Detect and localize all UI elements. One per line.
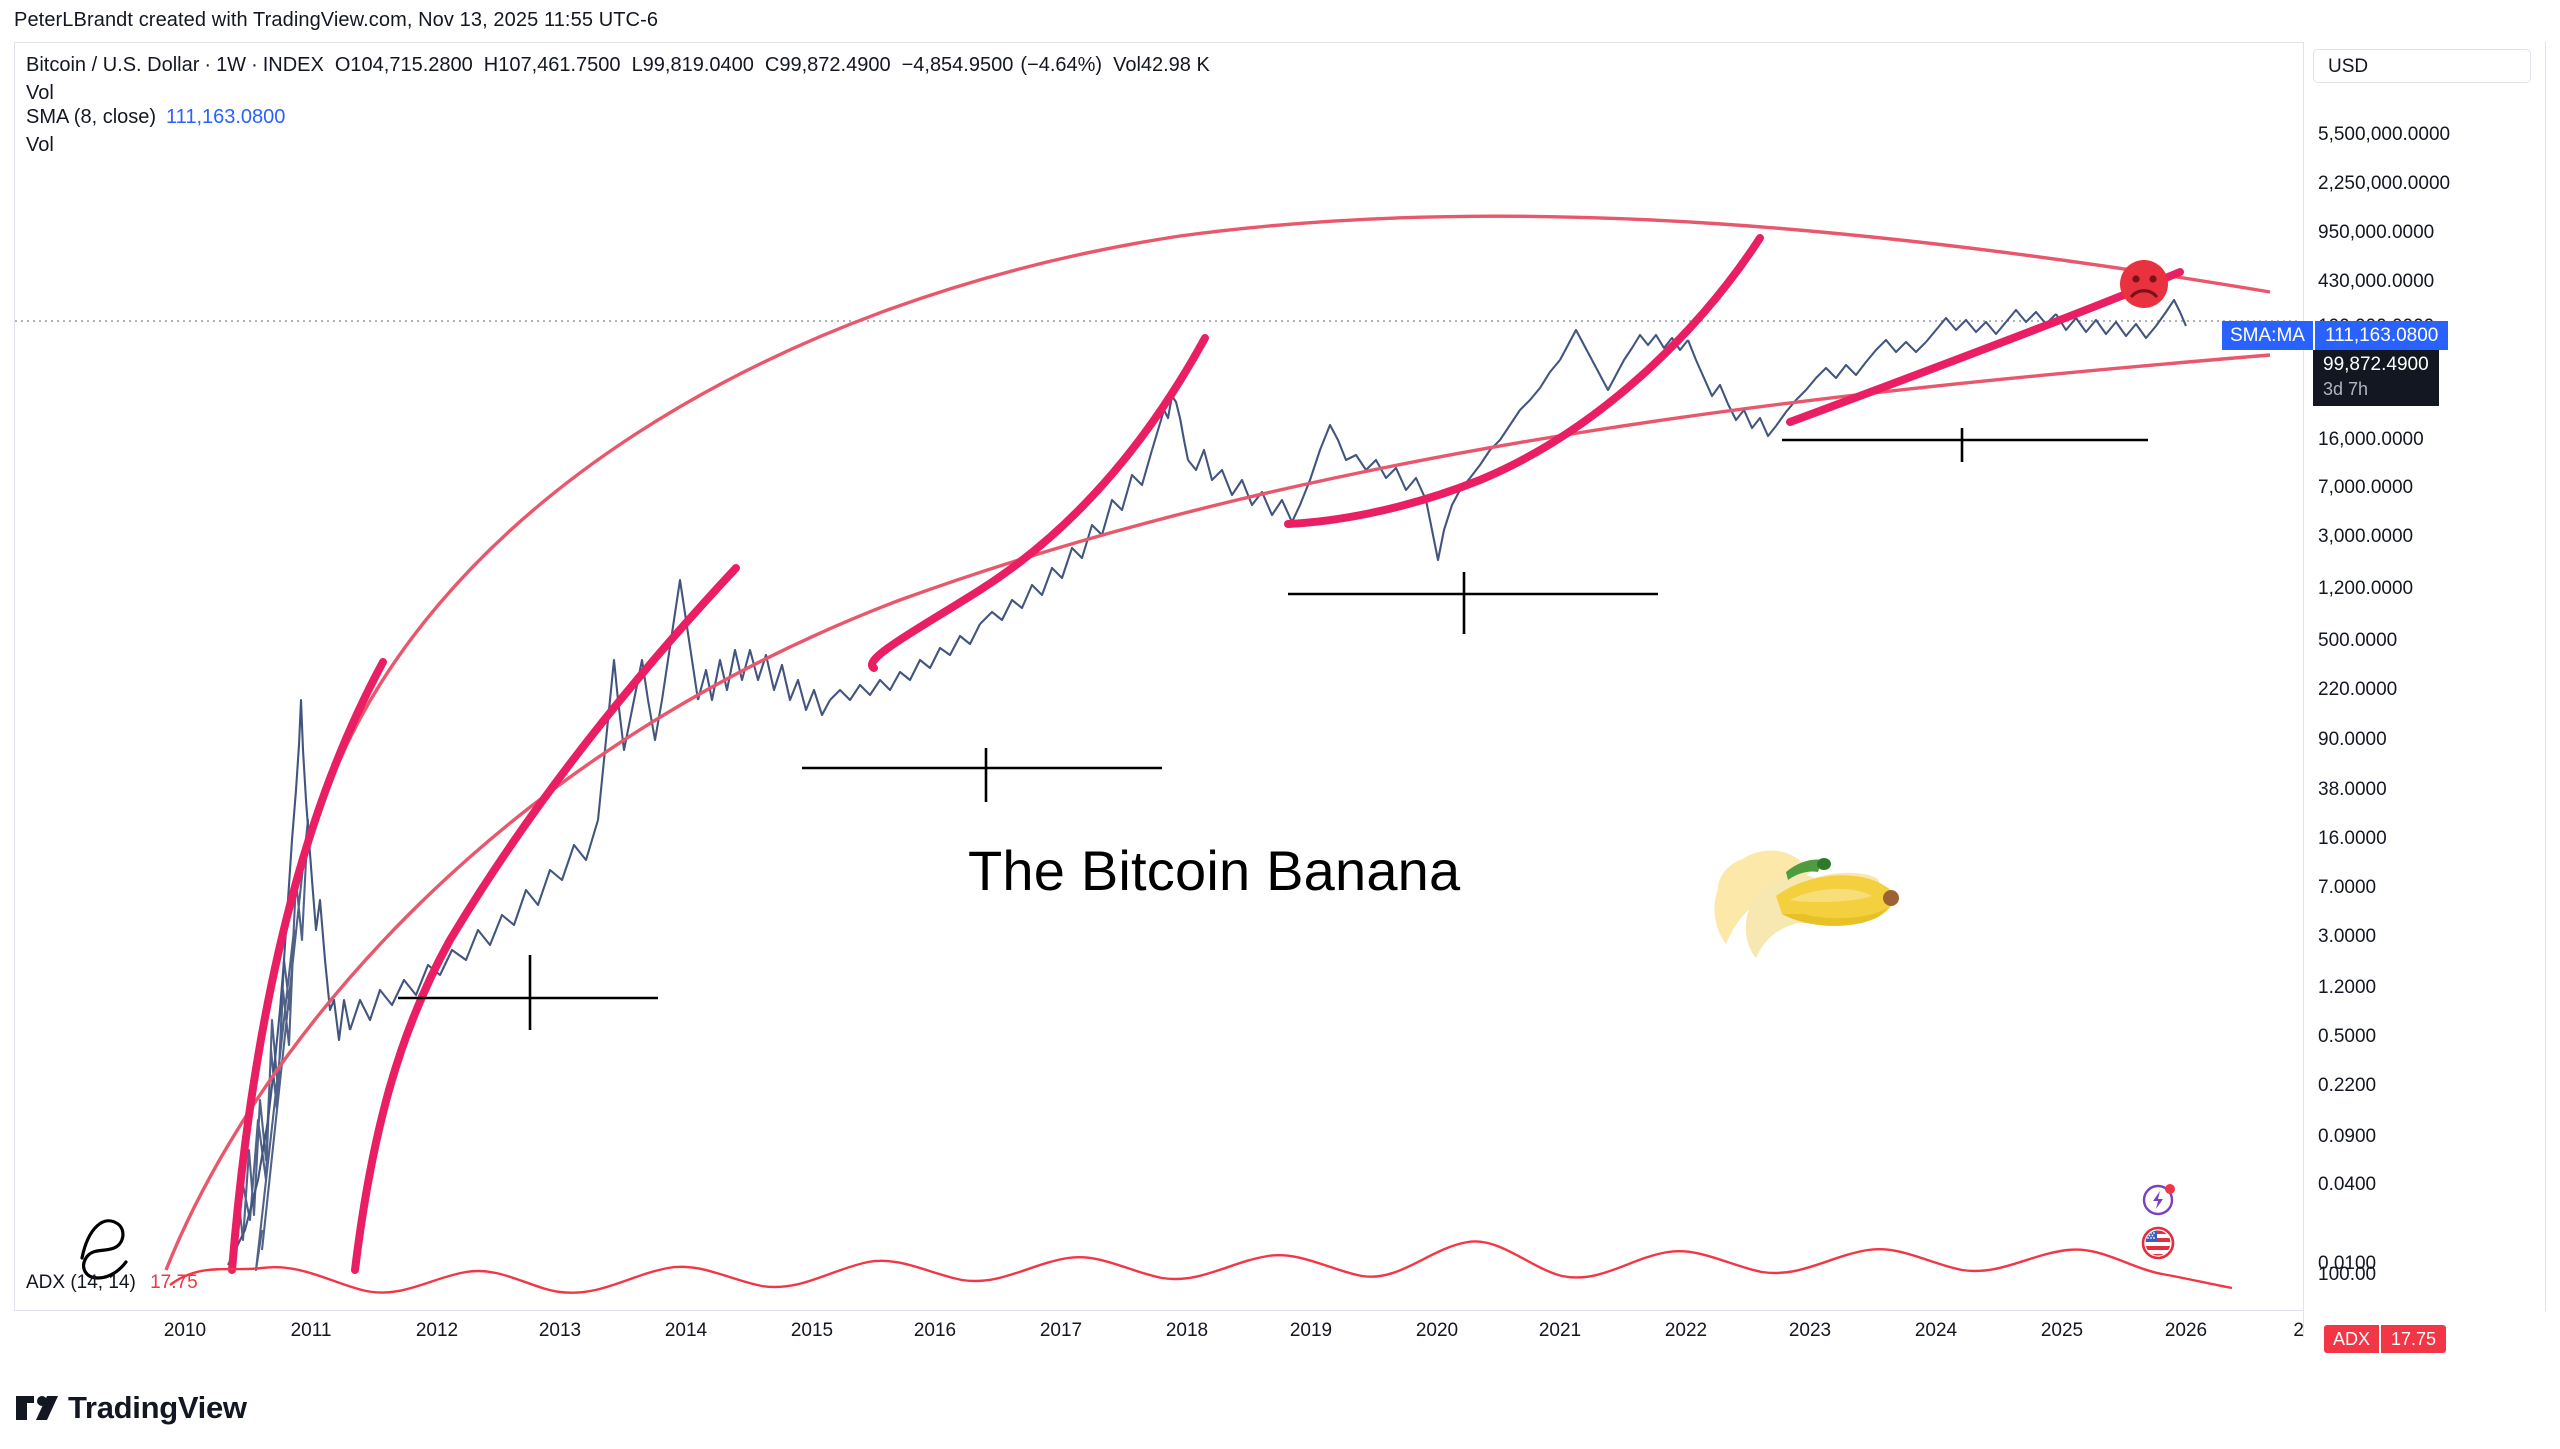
us-flag-icon[interactable] <box>2140 1224 2178 1262</box>
adx-label-text: ADX (14, 14) <box>26 1272 136 1293</box>
price-tick: 16.0000 <box>2318 828 2387 849</box>
legend-high: H107,461.7500 <box>483 54 621 76</box>
chart-legend: Bitcoin / U.S. Dollar · 1W · INDEX O104,… <box>26 54 1210 158</box>
adx-badge-value: 17.75 <box>2381 1325 2447 1353</box>
time-tick: 2010 <box>163 1320 207 1341</box>
price-tick: 90.0000 <box>2318 729 2387 750</box>
price-tick: 430,000.0000 <box>2318 271 2435 292</box>
time-tick: 2013 <box>538 1320 582 1341</box>
last-price-value: 99,872.4900 <box>2323 354 2429 375</box>
legend-sma-label[interactable]: SMA (8, close) <box>26 106 157 128</box>
bar-countdown: 3d 7h <box>2323 379 2369 399</box>
price-tick: 3,000.0000 <box>2318 526 2414 547</box>
price-tick: 950,000.0000 <box>2318 222 2435 243</box>
price-tick: 3.0000 <box>2318 926 2377 947</box>
price-tick: 1,200.0000 <box>2318 578 2414 599</box>
time-tick: 2019 <box>1289 1320 1333 1341</box>
time-tick: 2011 <box>290 1320 332 1341</box>
tradingview-mark-icon <box>16 1396 58 1420</box>
time-tick: 2026 <box>2164 1320 2208 1341</box>
legend-vol-row-2[interactable]: Vol <box>26 134 54 156</box>
price-tick: 0.0100 <box>2318 1253 2377 1274</box>
adx-scale-tick: 100.00 <box>2318 1264 2377 1285</box>
time-tick: 2021 <box>1538 1320 1582 1341</box>
legend-main-row[interactable]: Bitcoin / U.S. Dollar · 1W · INDEX O104,… <box>26 54 1210 80</box>
price-tick: 0.2200 <box>2318 1075 2377 1096</box>
price-tick: 220.0000 <box>2318 679 2398 700</box>
price-tick: 1.2000 <box>2318 977 2377 998</box>
time-tick: 2025 <box>2040 1320 2084 1341</box>
legend-change: −4,854.9500 <box>901 54 1014 76</box>
legend-symbol[interactable]: Bitcoin / U.S. Dollar <box>26 54 200 76</box>
price-tick: 500.0000 <box>2318 630 2398 651</box>
chart-frame[interactable] <box>14 42 2546 1337</box>
time-tick: 2022 <box>1664 1320 1708 1341</box>
price-tick: 16,000.0000 <box>2318 429 2424 450</box>
time-tick: 2023 <box>1788 1320 1832 1341</box>
tradingview-wordmark: TradingView <box>68 1390 247 1425</box>
attribution-text: PeterLBrandt created with TradingView.co… <box>14 9 659 31</box>
time-tick: 2020 <box>1415 1320 1459 1341</box>
adx-label-value: 17.75 <box>150 1272 198 1293</box>
legend-sma-value: 111,163.0800 <box>166 106 286 128</box>
sma-price-badge[interactable]: SMA:MA 111,163.0800 <box>2222 321 2449 350</box>
sma-badge-value: 111,163.0800 <box>2314 321 2449 350</box>
last-price-badge[interactable]: 99,872.4900 3d 7h <box>2313 350 2439 406</box>
price-axis[interactable]: USD 5,500,000.0000 2,250,000.0000 950,00… <box>2222 42 2545 1353</box>
legend-sep-2: · <box>251 54 258 76</box>
chart-corner-badges <box>2140 1180 2178 1268</box>
tradingview-logo[interactable]: TradingView <box>16 1390 247 1426</box>
price-tick: 2,250,000.0000 <box>2318 173 2451 194</box>
price-tick: 0.5000 <box>2318 1026 2377 1047</box>
time-tick: 2015 <box>790 1320 834 1341</box>
legend-interval[interactable]: 1W <box>216 54 247 76</box>
legend-volume: Vol42.98 K <box>1113 54 1210 76</box>
banana-annotation-title[interactable]: The Bitcoin Banana <box>968 839 1461 902</box>
lightning-bolt-icon[interactable] <box>2140 1180 2178 1218</box>
sma-badge-tag: SMA:MA <box>2222 321 2313 350</box>
adx-value-badge[interactable]: ADX 17.75 <box>2324 1325 2447 1353</box>
time-tick: 2017 <box>1039 1320 1083 1341</box>
price-tick: 38.0000 <box>2318 779 2387 800</box>
price-tick: 0.0400 <box>2318 1174 2377 1195</box>
time-tick: 2014 <box>664 1320 708 1341</box>
legend-exchange: INDEX <box>262 54 324 76</box>
time-tick: 2016 <box>913 1320 957 1341</box>
time-tick: 2024 <box>1914 1320 1958 1341</box>
legend-sma-row[interactable]: SMA (8, close) 111,163.0800 <box>26 106 1210 132</box>
price-tick: 7.0000 <box>2318 877 2377 898</box>
legend-low: L99,819.0400 <box>631 54 754 76</box>
legend-sep-1: · <box>204 54 212 76</box>
price-tick: 7,000.0000 <box>2318 477 2414 498</box>
adx-badge-tag: ADX <box>2324 1325 2380 1353</box>
legend-change-pct: (−4.64%) <box>1020 54 1103 76</box>
currency-selector[interactable]: USD <box>2313 49 2531 83</box>
price-tick: 5,500,000.0000 <box>2318 124 2451 145</box>
time-axis[interactable]: 2010 2011 2012 2013 2014 2015 2016 2017 … <box>14 1310 2546 1353</box>
price-tick: 0.0900 <box>2318 1126 2377 1147</box>
legend-close: C99,872.4900 <box>764 54 891 76</box>
time-tick: 2012 <box>415 1320 459 1341</box>
legend-open: O104,715.2800 <box>334 54 473 76</box>
time-tick: 2018 <box>1165 1320 1209 1341</box>
adx-pane-legend[interactable]: ADX (14, 14) 17.75 <box>26 1272 198 1294</box>
legend-vol-row-1[interactable]: Vol <box>26 82 54 104</box>
